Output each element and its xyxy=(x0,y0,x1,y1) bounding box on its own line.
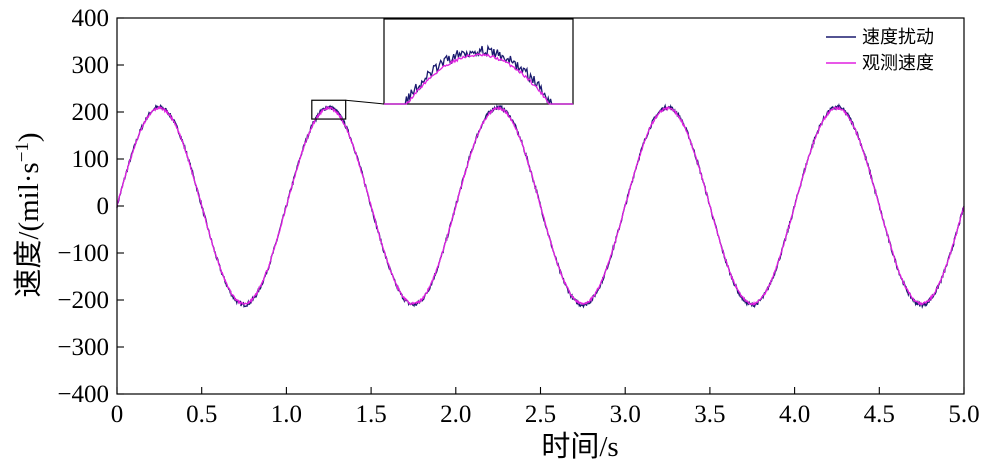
y-tick-label: 0 xyxy=(97,193,110,220)
y-axis-label-main: 速度/(mil·s xyxy=(12,162,45,297)
axis-ticks: 0 0.5 1.0 1.5 2.0 2.5 3.0 3.5 4.0 4.5 5.0 −400 −300 −… xyxy=(57,5,979,428)
y-tick-label: −200 xyxy=(57,287,109,314)
legend-label-disturbance: 速度扰动 xyxy=(862,27,934,48)
inset-series-line-observed xyxy=(384,52,573,105)
x-axis-label: 时间/s xyxy=(541,430,618,463)
y-tick-label: 400 xyxy=(72,5,110,32)
legend-label-observed: 观测速度 xyxy=(862,53,934,74)
inset-series-line-disturbance xyxy=(384,44,573,105)
zoom-region-box xyxy=(311,99,347,120)
y-tick-label: 300 xyxy=(72,52,110,79)
y-axis-label-exponent: −1 xyxy=(12,142,33,162)
x-tick-label: 1.5 xyxy=(355,401,386,428)
series-line-observed xyxy=(116,105,965,306)
x-tick-label: 3.0 xyxy=(610,401,641,428)
y-tick-label: −400 xyxy=(57,381,109,408)
x-tick-label: 2.0 xyxy=(440,401,471,428)
x-tick-label: 2.5 xyxy=(525,401,556,428)
x-tick-label: 4.0 xyxy=(779,401,810,428)
plot-area xyxy=(116,17,965,395)
y-tick-label: −300 xyxy=(57,334,109,361)
y-tick-label: 100 xyxy=(72,146,110,173)
x-tick-label: 0.5 xyxy=(186,401,217,428)
y-axis-label: 速度/(mil·s−1) xyxy=(12,132,45,297)
x-tick-label: 4.5 xyxy=(864,401,895,428)
x-tick-label: 0 xyxy=(111,401,124,428)
x-tick-label: 5.0 xyxy=(948,401,979,428)
legend: 速度扰动 观测速度 xyxy=(826,27,934,74)
x-tick-label: 3.5 xyxy=(694,401,725,428)
x-tick-label: 1.0 xyxy=(271,401,302,428)
y-tick-label: −100 xyxy=(57,240,109,267)
y-axis-label-close: ) xyxy=(13,132,45,142)
y-tick-label: 200 xyxy=(72,99,110,126)
zoom-connector-line xyxy=(345,99,385,105)
